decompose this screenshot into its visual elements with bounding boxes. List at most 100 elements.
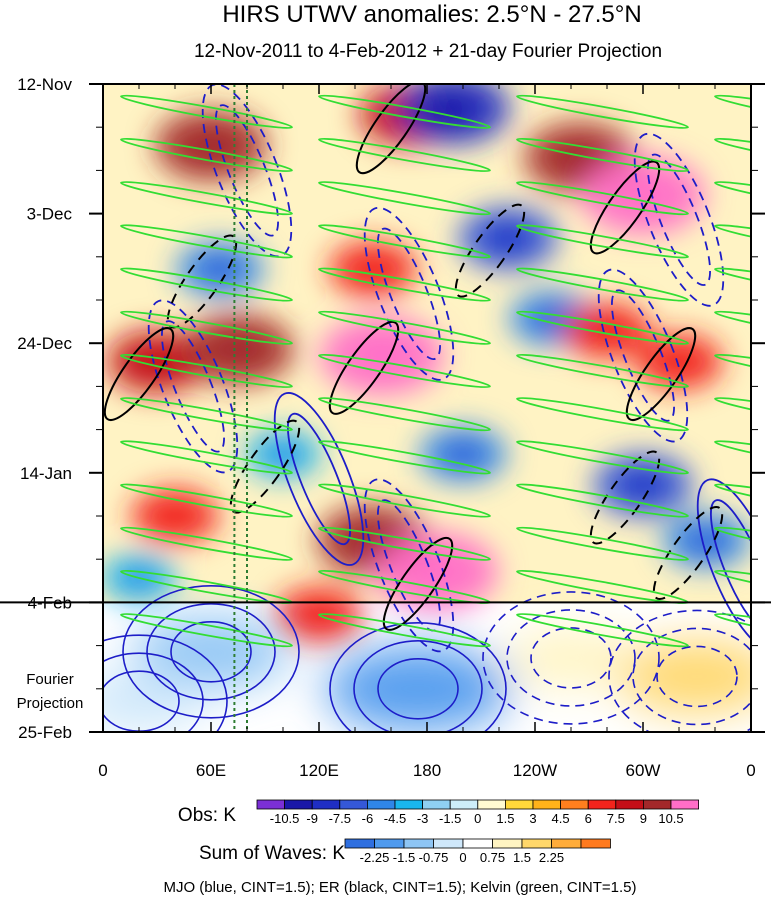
er-contour bbox=[454, 203, 526, 298]
kelvin-contour bbox=[714, 613, 751, 648]
chart-title: HIRS UTWV anomalies: 2.5°N - 27.5°N bbox=[222, 1, 641, 28]
wave-contours bbox=[103, 84, 751, 732]
mjo-forecast-contour bbox=[608, 609, 751, 732]
mjo-forecast-contour bbox=[656, 645, 738, 708]
kelvin-contour bbox=[120, 224, 293, 259]
colorbar-swatch bbox=[256, 799, 286, 810]
anomaly-core bbox=[686, 527, 726, 555]
colorbar-swatch bbox=[532, 799, 562, 810]
colorbar-swatch bbox=[403, 838, 434, 849]
plot-area bbox=[103, 84, 751, 732]
colorbar-swatch bbox=[311, 799, 341, 810]
anomaly-core bbox=[429, 91, 479, 126]
kelvin-contour bbox=[318, 224, 491, 259]
anomaly-core bbox=[155, 502, 195, 530]
forecast-label-line2: Projection bbox=[17, 695, 84, 712]
kelvin-contour bbox=[318, 181, 491, 216]
colorbar-level-label: -2.25 bbox=[360, 850, 390, 865]
colorbar-level-label: 0 bbox=[474, 811, 481, 826]
mjo-forecast-contour bbox=[353, 640, 483, 732]
kelvin-contour bbox=[120, 397, 293, 432]
colorbar-level-label: 10.5 bbox=[658, 811, 683, 826]
kelvin-contour bbox=[318, 137, 491, 173]
y-tick-label: 4-Feb bbox=[28, 593, 72, 612]
kelvin-contour bbox=[318, 397, 491, 432]
colorbar-swatch bbox=[643, 799, 672, 810]
kelvin-contour bbox=[516, 94, 689, 129]
kelvin-contour bbox=[120, 440, 293, 475]
colorbar-swatch bbox=[670, 799, 700, 810]
y-tick-label: 25-Feb bbox=[18, 723, 72, 742]
mjo-forecast-contour bbox=[530, 627, 612, 689]
x-tick-label: 120W bbox=[513, 761, 557, 780]
er-contour bbox=[625, 327, 697, 422]
kelvin-contour bbox=[318, 310, 491, 345]
kelvin-contour bbox=[714, 94, 751, 129]
colorbar-swatch bbox=[587, 799, 617, 810]
colorbar-swatch bbox=[344, 838, 375, 849]
colorbar-swatch bbox=[504, 799, 534, 810]
mjo-forecast-contour bbox=[170, 620, 252, 683]
obs-colorbar-label: Obs: K bbox=[178, 805, 236, 826]
mjo-contour bbox=[710, 499, 751, 632]
er-contour bbox=[355, 84, 427, 175]
colorbar-level-label: -1.5 bbox=[439, 811, 461, 826]
colorbar-swatch bbox=[492, 838, 523, 849]
kelvin-contour bbox=[318, 267, 491, 302]
colorbar-level-label: -3 bbox=[417, 811, 429, 826]
kelvin-contour bbox=[714, 397, 751, 432]
forecast-blob bbox=[325, 645, 511, 732]
kelvin-contour bbox=[120, 613, 293, 648]
colorbar-swatch bbox=[477, 799, 506, 810]
mjo-forecast-contour bbox=[329, 622, 507, 732]
colorbar-swatch bbox=[615, 799, 644, 810]
x-tick-label: 60E bbox=[196, 761, 226, 780]
colorbar-level-label: -4.5 bbox=[384, 811, 406, 826]
mjo-contour bbox=[647, 153, 711, 286]
kelvin-contour bbox=[714, 137, 751, 173]
mjo-contour bbox=[161, 320, 225, 453]
colorbar-level-label: -0.75 bbox=[419, 850, 449, 865]
kelvin-contour bbox=[318, 353, 491, 389]
x-tick-label: 60W bbox=[626, 761, 661, 780]
kelvin-contour bbox=[516, 483, 689, 518]
kelvin-contour bbox=[120, 483, 293, 518]
mjo-forecast-contour bbox=[103, 634, 228, 732]
colorbar-swatch bbox=[521, 838, 552, 849]
colorbar-swatch bbox=[374, 838, 405, 849]
kelvin-contour bbox=[714, 526, 751, 561]
kelvin-contour bbox=[516, 613, 689, 648]
er-contour bbox=[589, 160, 661, 255]
mjo-forecast-contour bbox=[146, 602, 276, 701]
colorbar-level-label: -10.5 bbox=[270, 811, 300, 826]
x-tick-label: 120E bbox=[299, 761, 339, 780]
kelvin-contour bbox=[714, 353, 751, 389]
kelvin-contour bbox=[516, 310, 689, 345]
kelvin-contour bbox=[516, 397, 689, 432]
kelvin-contour bbox=[318, 94, 491, 129]
mjo-contour bbox=[287, 412, 351, 546]
anomaly-core bbox=[555, 141, 605, 176]
mjo-contour bbox=[147, 299, 239, 474]
kelvin-contour bbox=[516, 267, 689, 302]
colorbar-swatch bbox=[366, 799, 396, 810]
kelvin-contour bbox=[714, 181, 751, 216]
kelvin-contour bbox=[120, 94, 293, 129]
colorbar-level-label: 7.5 bbox=[607, 811, 625, 826]
kelvin-contour bbox=[516, 181, 689, 216]
mjo-forecast-contour bbox=[377, 657, 459, 720]
anomaly-core bbox=[621, 469, 665, 501]
colorbar-swatch bbox=[580, 838, 611, 849]
waves-colorbar: -2.25 -1.5 -0.75 0 0.75 1.5 2.25 bbox=[344, 838, 611, 865]
kelvin-contour bbox=[318, 440, 491, 475]
y-tick-label: 12-Nov bbox=[17, 75, 72, 94]
anomaly-core bbox=[353, 255, 393, 283]
anomaly-core bbox=[408, 552, 464, 591]
colorbar-swatch bbox=[449, 799, 479, 810]
kelvin-contour bbox=[714, 310, 751, 345]
mjo-contour bbox=[273, 392, 365, 566]
kelvin-contour bbox=[120, 137, 293, 173]
mjo-contour bbox=[377, 227, 441, 360]
kelvin-contour bbox=[120, 181, 293, 216]
